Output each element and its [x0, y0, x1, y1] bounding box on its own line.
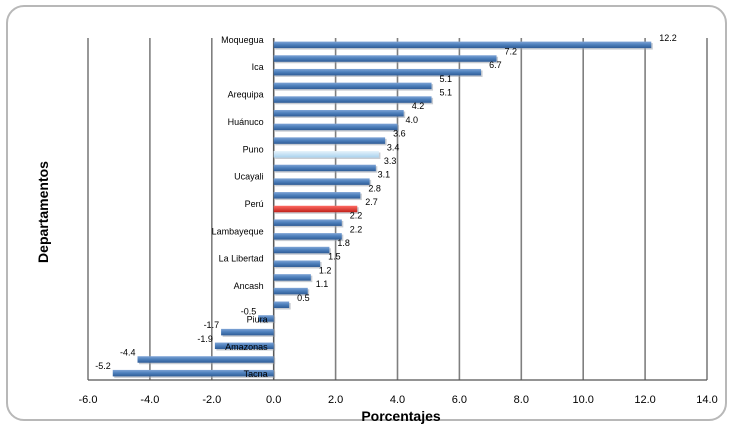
x-tick-label: -4.0 — [140, 394, 159, 406]
value-label: 1.8 — [337, 238, 350, 248]
bar — [221, 328, 274, 336]
value-label: -5.2 — [95, 361, 111, 371]
bar — [273, 192, 361, 199]
value-label: 2.2 — [350, 211, 363, 221]
category-label: Ucayali — [234, 172, 264, 182]
bar — [258, 315, 274, 322]
x-tick-label: -2.0 — [202, 394, 221, 406]
bar — [273, 260, 321, 267]
bar — [273, 205, 358, 213]
value-label: 7.2 — [505, 47, 518, 57]
value-label: 3.3 — [384, 156, 397, 166]
bar — [273, 246, 330, 254]
value-label: 1.2 — [319, 265, 332, 275]
x-tick-label: 0.0 — [266, 394, 281, 406]
bar — [273, 82, 432, 90]
x-tick-label: 10.0 — [572, 394, 593, 406]
x-axis-title: Porcentajes — [361, 408, 441, 424]
bar — [273, 274, 311, 281]
value-label: -1.9 — [197, 334, 213, 344]
value-label: 3.1 — [378, 170, 391, 180]
value-label: 2.2 — [350, 224, 363, 234]
x-tick-label: 8.0 — [514, 394, 529, 406]
bar — [137, 356, 274, 363]
bar — [273, 41, 652, 49]
x-tick-label: -6.0 — [79, 394, 98, 406]
bar — [273, 137, 386, 144]
value-label: 5.1 — [440, 74, 453, 84]
category-label: Ica — [252, 62, 264, 72]
value-label: 1.1 — [316, 279, 329, 289]
value-label: 3.6 — [393, 129, 406, 139]
labels: 12.2 Moquegua 7.26.7 Ica 5.1 5.1 Arequipa 4.2 4.… — [95, 33, 677, 379]
bar — [112, 369, 274, 377]
bars — [112, 41, 653, 378]
x-tick-label: 2.0 — [328, 394, 343, 406]
category-label: Amazonas — [225, 342, 268, 352]
x-tick-label: 12.0 — [634, 394, 655, 406]
value-label: 4.0 — [406, 115, 419, 125]
value-label: 0.5 — [297, 293, 310, 303]
bar — [273, 68, 482, 76]
category-label: Ancash — [234, 281, 264, 291]
x-tick-label: 4.0 — [390, 394, 405, 406]
value-label: 2.8 — [368, 183, 381, 193]
category-label: Tacna — [244, 369, 268, 379]
value-label: -0.5 — [241, 306, 257, 316]
value-label: 5.1 — [440, 88, 453, 98]
value-label: 1.5 — [328, 252, 341, 262]
value-label: -1.7 — [204, 320, 220, 330]
category-label: La Libertad — [219, 254, 264, 264]
category-label: Puno — [243, 144, 264, 154]
category-label: Perú — [245, 199, 264, 209]
bar — [273, 96, 432, 103]
y-axis-title: Departamentos — [35, 161, 51, 263]
x-tick-label: 14.0 — [696, 394, 717, 406]
bar — [273, 233, 342, 240]
category-label: Piura — [247, 314, 268, 324]
bar — [273, 109, 404, 117]
bar — [273, 55, 497, 62]
bar — [273, 151, 379, 158]
category-label: Lambayeque — [212, 226, 264, 236]
value-label: 4.2 — [412, 101, 425, 111]
value-label: 3.4 — [387, 142, 400, 152]
bar — [273, 301, 290, 309]
category-label: Moquegua — [221, 35, 264, 45]
grid-lines — [87, 38, 708, 381]
value-label: 2.7 — [365, 197, 378, 207]
category-label: Arequipa — [228, 90, 264, 100]
category-label: Huánuco — [228, 117, 264, 127]
value-label: 6.7 — [489, 60, 502, 70]
bar — [273, 123, 398, 131]
value-label: -4.4 — [120, 347, 136, 357]
x-tick-labels: -6.0 -4.0 -2.0 0.0 2.0 4.0 6.0 8.0 10.0 12.0 14.0 — [79, 394, 718, 406]
value-label: 12.2 — [659, 33, 677, 43]
x-tick-label: 6.0 — [452, 394, 467, 406]
bar — [273, 219, 342, 226]
bar — [273, 178, 370, 185]
bar — [214, 342, 274, 350]
bar — [273, 164, 376, 172]
bar — [273, 287, 308, 295]
